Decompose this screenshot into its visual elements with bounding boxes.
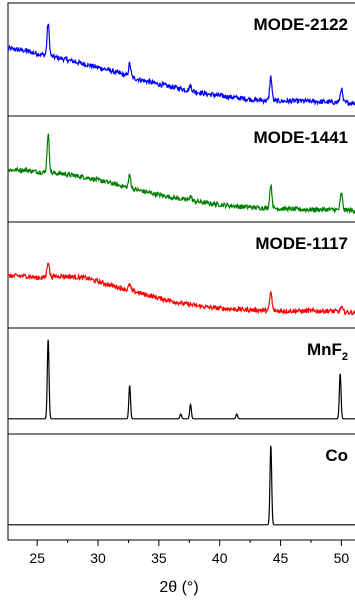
panel-label: MODE-1117 [255,234,348,253]
series-line [8,445,355,526]
x-axis-title: 2θ (°) [159,579,198,596]
x-tick-label: 45 [273,550,289,566]
panel-label: MnF2 [307,340,348,363]
panel-label: MODE-2122 [254,15,348,34]
panel-mnf: MnF2 [7,327,355,435]
x-tick-label: 40 [212,550,228,566]
x-tick-label: 30 [90,550,106,566]
panel-label: MODE-1441 [254,128,348,147]
panel-frame [7,433,355,541]
series-line [8,339,355,420]
panel-frame [7,327,355,435]
x-tick-label: 35 [151,550,167,566]
panel-mode-1117: MODE-1117 [7,221,355,329]
panel-mode-1441: MODE-1441 [7,115,355,223]
panel-mode-2122: MODE-2122 [7,2,355,117]
panel-label: Co [325,446,348,465]
panels-group: MODE-2122 MODE-1441 MODE-1117 MnF2 Co [7,2,355,541]
series-line [7,23,355,107]
panel-co: Co [7,433,355,541]
x-tick-label: 50 [334,550,350,566]
series-line [7,133,355,215]
series-line [7,262,355,316]
x-axis: 25 30 35 40 45 50 [29,540,349,566]
x-tick-label: 25 [29,550,45,566]
